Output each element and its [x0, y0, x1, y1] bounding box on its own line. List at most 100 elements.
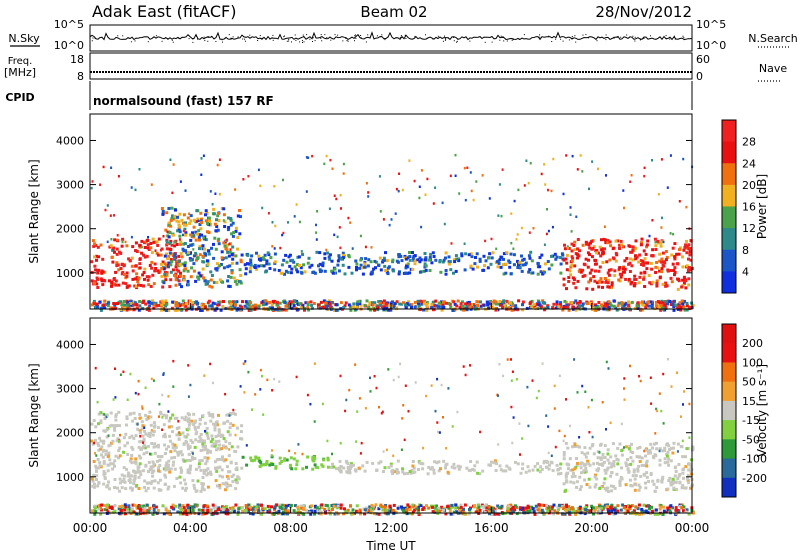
power-cell — [330, 269, 334, 273]
power-cell — [540, 172, 543, 176]
power-cell — [688, 268, 692, 272]
power-cell — [525, 306, 529, 310]
velocity-cell — [150, 442, 154, 445]
nsearch-point — [354, 40, 355, 42]
velocity-cell — [689, 458, 693, 462]
power-cell — [199, 211, 203, 215]
velocity-cell — [639, 379, 642, 383]
power-cell — [112, 277, 116, 280]
power-cell — [180, 285, 183, 289]
power-cell — [469, 252, 473, 256]
velocity-cell — [425, 394, 428, 398]
velocity-cell — [686, 473, 690, 477]
power-cell — [541, 301, 545, 305]
velocity-cell — [210, 434, 214, 438]
velocity-cell — [106, 455, 110, 459]
power-cell — [594, 308, 598, 312]
power-cell — [325, 304, 329, 308]
velocity-cell — [677, 510, 681, 514]
velocity-cell — [97, 422, 100, 426]
power-cell — [600, 280, 604, 284]
nsearch-point — [665, 35, 667, 37]
power-cell — [603, 304, 606, 308]
power-cell — [212, 256, 216, 260]
power-cell — [597, 167, 599, 171]
power-cell — [516, 266, 520, 269]
power-cell — [669, 276, 673, 280]
power-cell — [359, 234, 362, 238]
velocity-cell — [171, 442, 175, 446]
velocity-cell — [99, 411, 103, 415]
velocity-cell — [676, 442, 680, 446]
velocity-cell — [667, 357, 669, 361]
velocity-cell — [644, 486, 648, 490]
velocity-cell — [497, 394, 499, 397]
power-cell — [239, 215, 242, 219]
noise-left-tick-top: 10^5 — [54, 18, 84, 31]
power-cell — [188, 257, 192, 261]
power-cell — [413, 300, 417, 304]
velocity-colorbar-tick: -100 — [742, 453, 767, 466]
velocity-cell — [666, 508, 670, 512]
velocity-cell — [149, 481, 153, 485]
velocity-cell — [99, 419, 103, 423]
velocity-cell — [148, 506, 152, 510]
nsearch-point — [683, 36, 685, 38]
velocity-cell — [410, 505, 414, 509]
velocity-cell — [199, 449, 203, 452]
velocity-cell — [106, 503, 110, 507]
velocity-cell — [280, 460, 284, 463]
power-cell — [658, 252, 662, 256]
power-cell — [564, 257, 568, 261]
power-cell — [613, 269, 617, 273]
power-cell — [336, 263, 340, 267]
power-cell — [140, 251, 144, 255]
velocity-cell — [592, 512, 595, 516]
power-cell — [664, 250, 668, 253]
power-cell — [173, 274, 177, 278]
power-cell — [520, 269, 524, 273]
power-cell — [267, 262, 271, 266]
power-cell — [333, 194, 336, 197]
velocity-cell — [580, 461, 584, 465]
velocity-cell — [410, 469, 414, 472]
velocity-cell — [190, 457, 194, 461]
nsearch-point — [164, 37, 166, 39]
power-cell — [150, 266, 154, 270]
velocity-cell — [217, 439, 221, 443]
power-cell — [330, 306, 334, 310]
power-cell — [117, 175, 120, 178]
power-cell — [384, 269, 388, 272]
power-cell — [196, 217, 200, 221]
velocity-cell — [103, 475, 107, 479]
velocity-cell — [203, 374, 206, 377]
power-cell — [310, 263, 314, 267]
velocity-cell — [647, 451, 651, 455]
power-cell — [270, 303, 274, 307]
velocity-cell — [582, 463, 586, 467]
power-cell — [475, 180, 478, 183]
power-cell — [315, 250, 319, 254]
velocity-cell — [234, 487, 238, 491]
velocity-cell — [313, 463, 317, 467]
velocity-cell — [578, 507, 582, 511]
power-cell — [539, 270, 543, 274]
velocity-cell — [139, 435, 142, 438]
power-cell — [337, 254, 341, 258]
velocity-cell — [313, 457, 317, 461]
velocity-colorbar-band — [722, 362, 736, 383]
velocity-cell — [194, 427, 198, 431]
velocity-cell — [627, 447, 631, 451]
power-cell — [454, 174, 457, 177]
velocity-cell — [287, 503, 291, 507]
velocity-cell — [135, 512, 139, 516]
velocity-cell — [613, 506, 617, 510]
power-cell — [333, 233, 336, 237]
power-cell — [199, 274, 203, 278]
nsearch-point — [456, 41, 458, 43]
velocity-cell — [167, 445, 170, 449]
velocity-cell — [128, 436, 132, 440]
power-cell — [240, 305, 244, 309]
power-cell — [673, 271, 677, 274]
power-cell — [681, 255, 684, 259]
